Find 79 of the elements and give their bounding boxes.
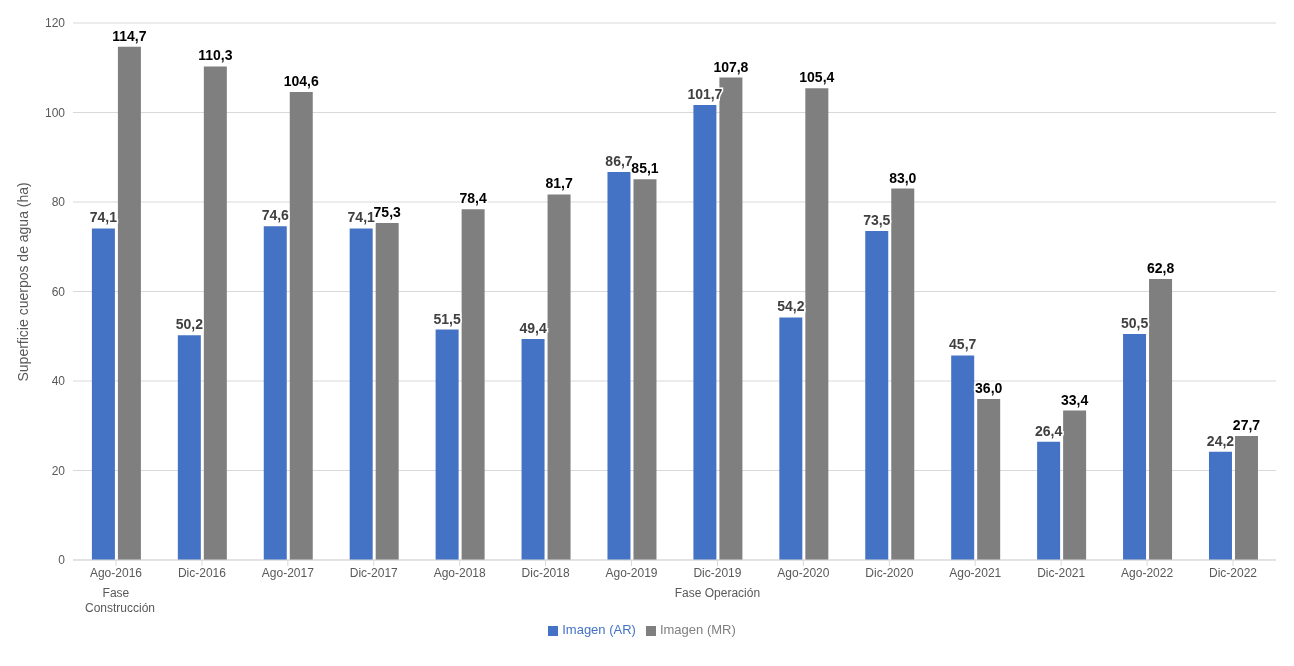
text: Fase Operación (673, 586, 762, 601)
bar (435, 329, 459, 560)
bar (461, 209, 485, 560)
x-tick-label: Ago-2017 (261, 565, 315, 580)
y-tick-label: 40 (51, 374, 66, 389)
bar (521, 338, 545, 560)
x-tick-label: Dic-2022 (1209, 565, 1258, 580)
bar (349, 228, 373, 560)
bar (805, 88, 829, 560)
data-label: 33,4 (1060, 391, 1089, 408)
data-label: 26,4 (1034, 422, 1063, 439)
y-axis-title: Superficie cuerpos de agua (ha) (14, 182, 31, 382)
data-label: 78,4 (459, 190, 487, 207)
y-tick-label: 0 (58, 553, 66, 568)
x-tick-label: Dic-2017 (349, 565, 399, 580)
data-label: 49,4 (519, 319, 547, 336)
bar (1149, 278, 1173, 560)
x-tick-label: Ago-2020 (777, 565, 830, 580)
data-label: 107,8 (713, 58, 749, 75)
x-tick-label: Dic-2016 (177, 565, 227, 580)
data-label: 85,1 (631, 160, 659, 177)
data-label: 27,7 (1232, 417, 1261, 434)
data-label: 51,5 (433, 310, 461, 327)
y-tick-label: 100 (44, 105, 66, 120)
bar (289, 91, 313, 560)
data-label: 74,1 (89, 209, 118, 226)
bar (1208, 451, 1232, 560)
x-tick-label: Dic-2018 (521, 565, 570, 580)
data-label: 45,7 (949, 336, 977, 353)
bar (693, 104, 717, 560)
legend-label: Imagen (MR) (659, 622, 736, 637)
bar (177, 335, 201, 560)
y-tick-label: 60 (51, 284, 66, 299)
bar (977, 398, 1001, 560)
data-label: 105,4 (799, 69, 835, 86)
x-tick-label: Dic-2019 (693, 565, 742, 580)
x-tick-label: Dic-2021 (1037, 565, 1086, 580)
data-label: 83,0 (889, 169, 917, 186)
bar (375, 223, 399, 560)
data-label: 81,7 (545, 175, 573, 192)
data-label: 62,8 (1146, 259, 1175, 276)
data-label: 75,3 (373, 204, 402, 221)
data-label: 50,2 (175, 316, 204, 333)
bar (779, 317, 803, 560)
data-label: 74,1 (347, 209, 376, 226)
text: Fase Construcción (84, 586, 157, 616)
legend-label: Imagen (AR) (562, 622, 636, 637)
bar (1037, 441, 1061, 560)
bar (1123, 334, 1147, 560)
y-tick-label: 120 (44, 16, 66, 31)
bar (1063, 410, 1087, 560)
data-label: 50,5 (1120, 315, 1149, 332)
x-tick-label: Dic-2020 (865, 565, 914, 580)
data-label: 54,2 (777, 298, 805, 315)
data-label: 24,2 (1206, 432, 1235, 449)
x-tick-label: Ago-2021 (949, 565, 1002, 580)
bar (633, 179, 657, 560)
bar (951, 355, 975, 560)
bar (117, 46, 141, 560)
x-tick-label: Ago-2019 (605, 565, 658, 580)
bar (607, 172, 631, 560)
data-label: 36,0 (975, 379, 1003, 396)
y-tick-label: 20 (51, 463, 66, 478)
x-tick-label: Ago-2022 (1121, 565, 1174, 580)
x-tick-label: Ago-2018 (433, 565, 487, 580)
data-label: 73,5 (863, 212, 891, 229)
bar (203, 66, 227, 560)
bar (91, 228, 115, 560)
bar (1234, 436, 1258, 560)
bar (891, 188, 915, 560)
y-tick-label: 80 (51, 195, 66, 210)
bar (865, 231, 889, 560)
data-label: 74,6 (261, 207, 290, 224)
bar (263, 226, 287, 560)
data-label: 104,6 (283, 72, 319, 89)
x-tick-label: Ago-2016 (89, 565, 143, 580)
data-label: 114,7 (112, 27, 147, 44)
bar (547, 194, 571, 560)
data-label: 110,3 (198, 47, 233, 64)
